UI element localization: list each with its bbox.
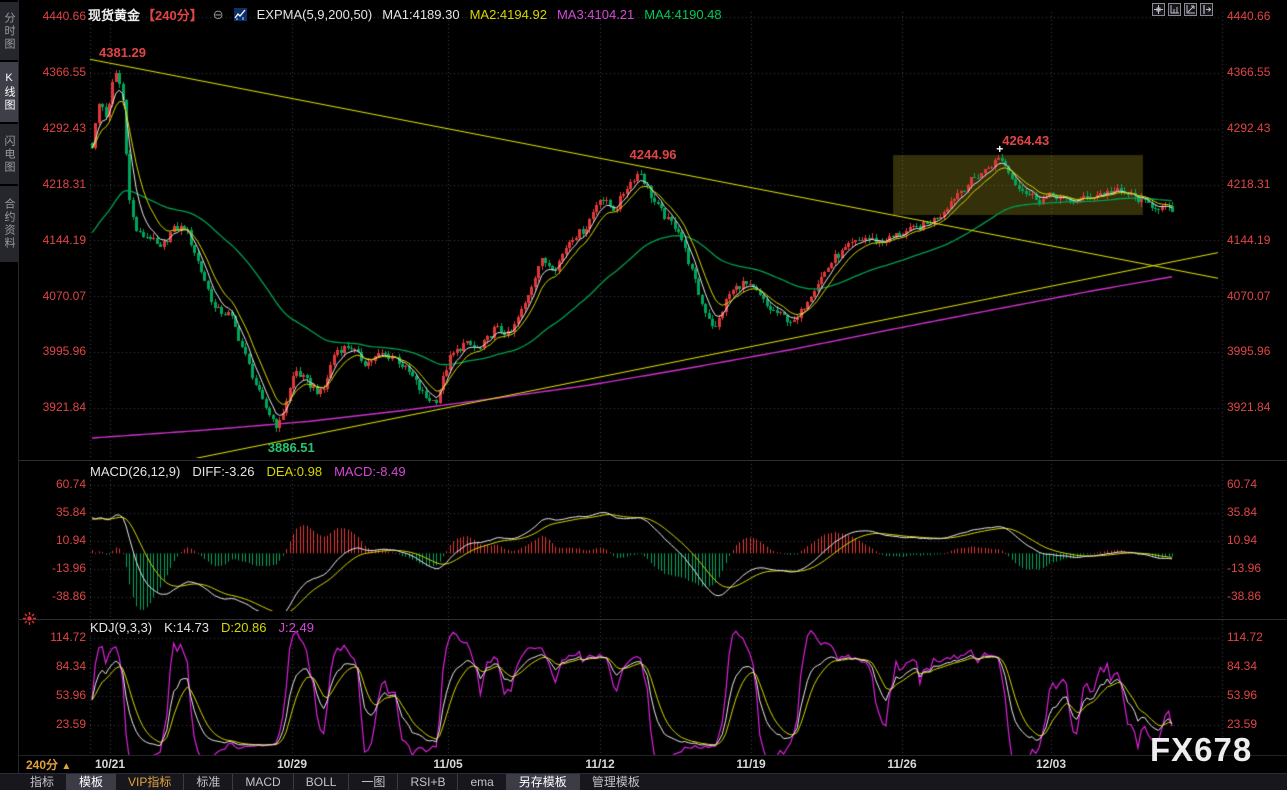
macd-diff-value: DIFF:-3.26 — [192, 464, 255, 479]
price-tick: 4070.07 — [1227, 289, 1271, 303]
macd-tick: 35.84 — [1227, 505, 1258, 519]
macd-tick: -38.86 — [1227, 589, 1262, 603]
macd-tick: 10.94 — [1227, 533, 1258, 547]
macd-tick: -13.96 — [51, 561, 86, 575]
crosshair-icon[interactable] — [1152, 3, 1165, 16]
sidebar-tab-timeshare[interactable]: 分时图 — [0, 2, 18, 60]
chevron-up-icon: ▲ — [61, 761, 72, 772]
ma3-value: MA3:4104.21 — [556, 7, 635, 22]
price-tick: 4440.66 — [42, 9, 86, 23]
indicator-name: EXPMA(5,9,200,50) — [256, 7, 373, 22]
price-tick: 4144.19 — [1227, 233, 1271, 247]
site-watermark: FX678 — [1150, 731, 1253, 768]
macd-tick: -38.86 — [51, 589, 86, 603]
toolbar-button-macd[interactable]: MACD — [232, 774, 292, 790]
kdj-tick: 114.72 — [1227, 630, 1263, 644]
sidebar-tab-contract-info[interactable]: 合约资料 — [0, 186, 18, 262]
price-tick: 4440.66 — [1227, 9, 1271, 23]
kdj-d-value: D:20.86 — [220, 620, 267, 635]
ma2-value: MA2:4194.92 — [469, 7, 547, 22]
price-annotation-high: 4244.96 — [629, 147, 677, 163]
macd-macd-value: MACD:-8.49 — [334, 464, 406, 479]
kdj-j-value: J:2.49 — [278, 620, 314, 635]
mini-chart-icon — [233, 8, 247, 21]
macd-tick: 60.74 — [55, 477, 86, 491]
period-label: 【240分】 — [142, 8, 203, 23]
price-tick: 4144.19 — [42, 233, 86, 247]
ma4-value: MA4:4190.48 — [644, 7, 722, 22]
price-tick: 4218.31 — [42, 177, 86, 191]
toolbar-button-templates[interactable]: 模板 — [66, 774, 116, 790]
axis-fit-icon[interactable] — [1184, 3, 1197, 16]
panel-divider — [18, 619, 1287, 620]
price-tick: 3921.84 — [1227, 400, 1271, 414]
kdj-k-value: K:14.73 — [164, 620, 209, 635]
toolbar-button-indicators[interactable]: 指标 — [30, 775, 55, 789]
price-tick: 3995.96 — [42, 344, 86, 358]
date-label: 10/21 — [94, 757, 126, 771]
kdj-header: KDJ(9,3,3) K:14.73 D:20.86 J:2.49 — [90, 620, 314, 635]
kdj-tick: 84.34 — [55, 659, 86, 673]
kdj-title: KDJ(9,3,3) — [90, 620, 153, 635]
pane-expand-icon[interactable] — [1200, 3, 1213, 16]
toolbar-button-rsi-b[interactable]: RSI+B — [397, 774, 457, 790]
price-tick: 4292.43 — [1227, 121, 1271, 135]
macd-tick: -13.96 — [1227, 561, 1262, 575]
kdj-tick: 84.34 — [1227, 659, 1258, 673]
date-label: 11/26 — [887, 757, 917, 771]
price-tick: 4292.43 — [42, 121, 86, 135]
kdj-tick: 114.72 — [50, 630, 86, 644]
price-tick: 4366.55 — [1227, 65, 1271, 79]
ma1-value: MA1:4189.30 — [382, 7, 460, 22]
sidebar: 分时图 K线图 闪电图 合约资料 — [0, 0, 19, 790]
date-label: 10/29 — [276, 757, 308, 771]
macd-dea-value: DEA:0.98 — [266, 464, 323, 479]
toolbar-button-save-template[interactable]: 另存模板 — [505, 774, 579, 790]
toolbar-button-boll[interactable]: BOLL — [292, 774, 349, 790]
time-axis: 240分 ▲ 10/21 10/29 11/05 11/12 11/19 11/… — [0, 756, 1287, 772]
panel-divider — [18, 755, 1287, 756]
kdj-tick: 23.59 — [1227, 717, 1258, 731]
macd-tick: 60.74 — [1227, 477, 1258, 491]
starburst-icon — [22, 611, 37, 631]
macd-tick: 35.84 — [55, 505, 86, 519]
sidebar-tab-lightning[interactable]: 闪电图 — [0, 124, 18, 184]
toolbar-button-one-chart[interactable]: 一图 — [348, 774, 397, 790]
window-tools — [1152, 3, 1213, 16]
toolbar-button-ema[interactable]: ema — [457, 774, 505, 790]
panel-divider — [18, 460, 1287, 461]
price-tick: 4366.55 — [42, 65, 86, 79]
symbol-name: 现货黄金 — [88, 8, 141, 23]
toolbar-button-standard[interactable]: 标准 — [183, 774, 232, 790]
kdj-tick: 53.96 — [1227, 688, 1258, 702]
sidebar-tab-kline[interactable]: K线图 — [0, 62, 18, 122]
price-annotation-high: 4264.43 — [1002, 132, 1050, 148]
macd-header: MACD(26,12,9) DIFF:-3.26 DEA:0.98 MACD:-… — [90, 464, 406, 479]
kdj-tick: 53.96 — [55, 688, 86, 702]
price-tick: 4218.31 — [1227, 177, 1271, 191]
price-annotation-high: 4381.29 — [99, 44, 146, 60]
peak-marker-icon: + — [996, 141, 1004, 156]
toolbar-button-manage-template[interactable]: 管理模板 — [578, 774, 652, 790]
date-label: 11/05 — [433, 757, 463, 771]
macd-tick: 10.94 — [55, 533, 86, 547]
chart-header: 现货黄金 【240分】 ⊖ EXPMA(5,9,200,50) MA1:4189… — [88, 5, 722, 24]
minus-circle-icon[interactable]: ⊖ — [212, 6, 224, 22]
date-label: 11/12 — [585, 757, 615, 771]
kdj-tick: 23.59 — [55, 717, 86, 731]
macd-title: MACD(26,12,9) — [90, 464, 181, 479]
toolbar-button-vip-indicators[interactable]: VIP指标 — [115, 774, 183, 790]
bottom-toolbar: 指标 模板 VIP指标 标准 MACD BOLL 一图 RSI+B ema 另存… — [0, 773, 1287, 790]
price-tick: 4070.07 — [42, 289, 86, 303]
axis-scale-icon[interactable] — [1168, 3, 1181, 16]
price-tick: 3921.84 — [42, 400, 86, 414]
price-tick: 3995.96 — [1227, 344, 1271, 358]
date-label: 11/19 — [736, 757, 766, 771]
period-selector[interactable]: 240分 ▲ — [26, 758, 72, 772]
price-annotation-low: 3886.51 — [267, 439, 315, 455]
date-label: 12/03 — [1035, 757, 1067, 771]
